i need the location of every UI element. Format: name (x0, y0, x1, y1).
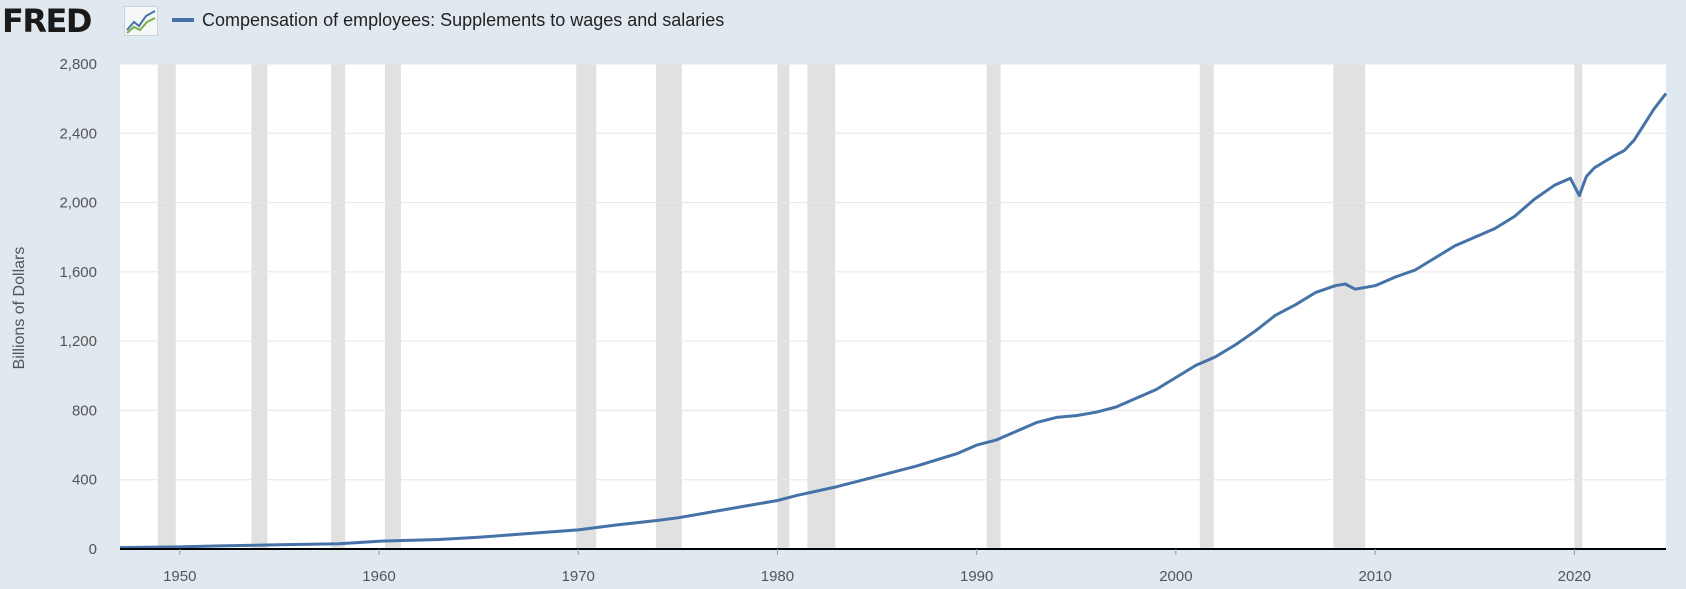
y-tick-label: 2,400 (59, 125, 97, 142)
y-tick-label: 800 (72, 402, 97, 419)
legend-swatch (172, 18, 194, 22)
x-tick-label: 2020 (1558, 568, 1591, 585)
y-tick-labels: 0 400 800 1,200 1,600 2,000 2,400 2,800 (59, 56, 97, 558)
fred-logo[interactable]: FRED (2, 2, 92, 40)
recession-band (986, 64, 1001, 549)
recession-band (807, 64, 836, 549)
series-layer (119, 92, 1668, 550)
recession-band (251, 64, 268, 549)
recession-band (157, 64, 176, 549)
y-tick-label: 1,200 (59, 333, 97, 350)
recession-band (576, 64, 597, 549)
x-tick-label: 1960 (362, 568, 395, 585)
x-tick-label: 1970 (562, 568, 595, 585)
y-tick-label: 2,800 (59, 56, 97, 73)
x-tick-label: 1950 (163, 568, 196, 585)
series-line (119, 92, 1668, 550)
x-tick-label: 2000 (1159, 568, 1192, 585)
legend-label: Compensation of employees: Supplements t… (202, 10, 725, 30)
x-tick-label: 2010 (1358, 568, 1391, 585)
recession-band (331, 64, 346, 549)
chart-header: FRED Compensation of employees: Suppleme… (0, 0, 1686, 44)
recession-bands (157, 64, 1583, 549)
recession-band (1199, 64, 1214, 549)
x-tick-label: 1980 (761, 568, 794, 585)
recession-band (384, 64, 401, 549)
y-tick-label: 0 (89, 541, 97, 558)
x-tick-labels: 1950 1960 1970 1980 1990 2000 2010 2020 (163, 549, 1591, 585)
y-tick-label: 400 (72, 472, 97, 489)
plot-background (120, 64, 1666, 549)
recession-band (1333, 64, 1366, 549)
recession-band (1574, 64, 1583, 549)
x-tick-label: 1990 (960, 568, 993, 585)
recession-band (655, 64, 682, 549)
y-tick-label: 2,000 (59, 195, 97, 212)
recession-band (777, 64, 790, 549)
mini-line-chart-icon (124, 6, 158, 36)
y-tick-label: 1,600 (59, 264, 97, 281)
